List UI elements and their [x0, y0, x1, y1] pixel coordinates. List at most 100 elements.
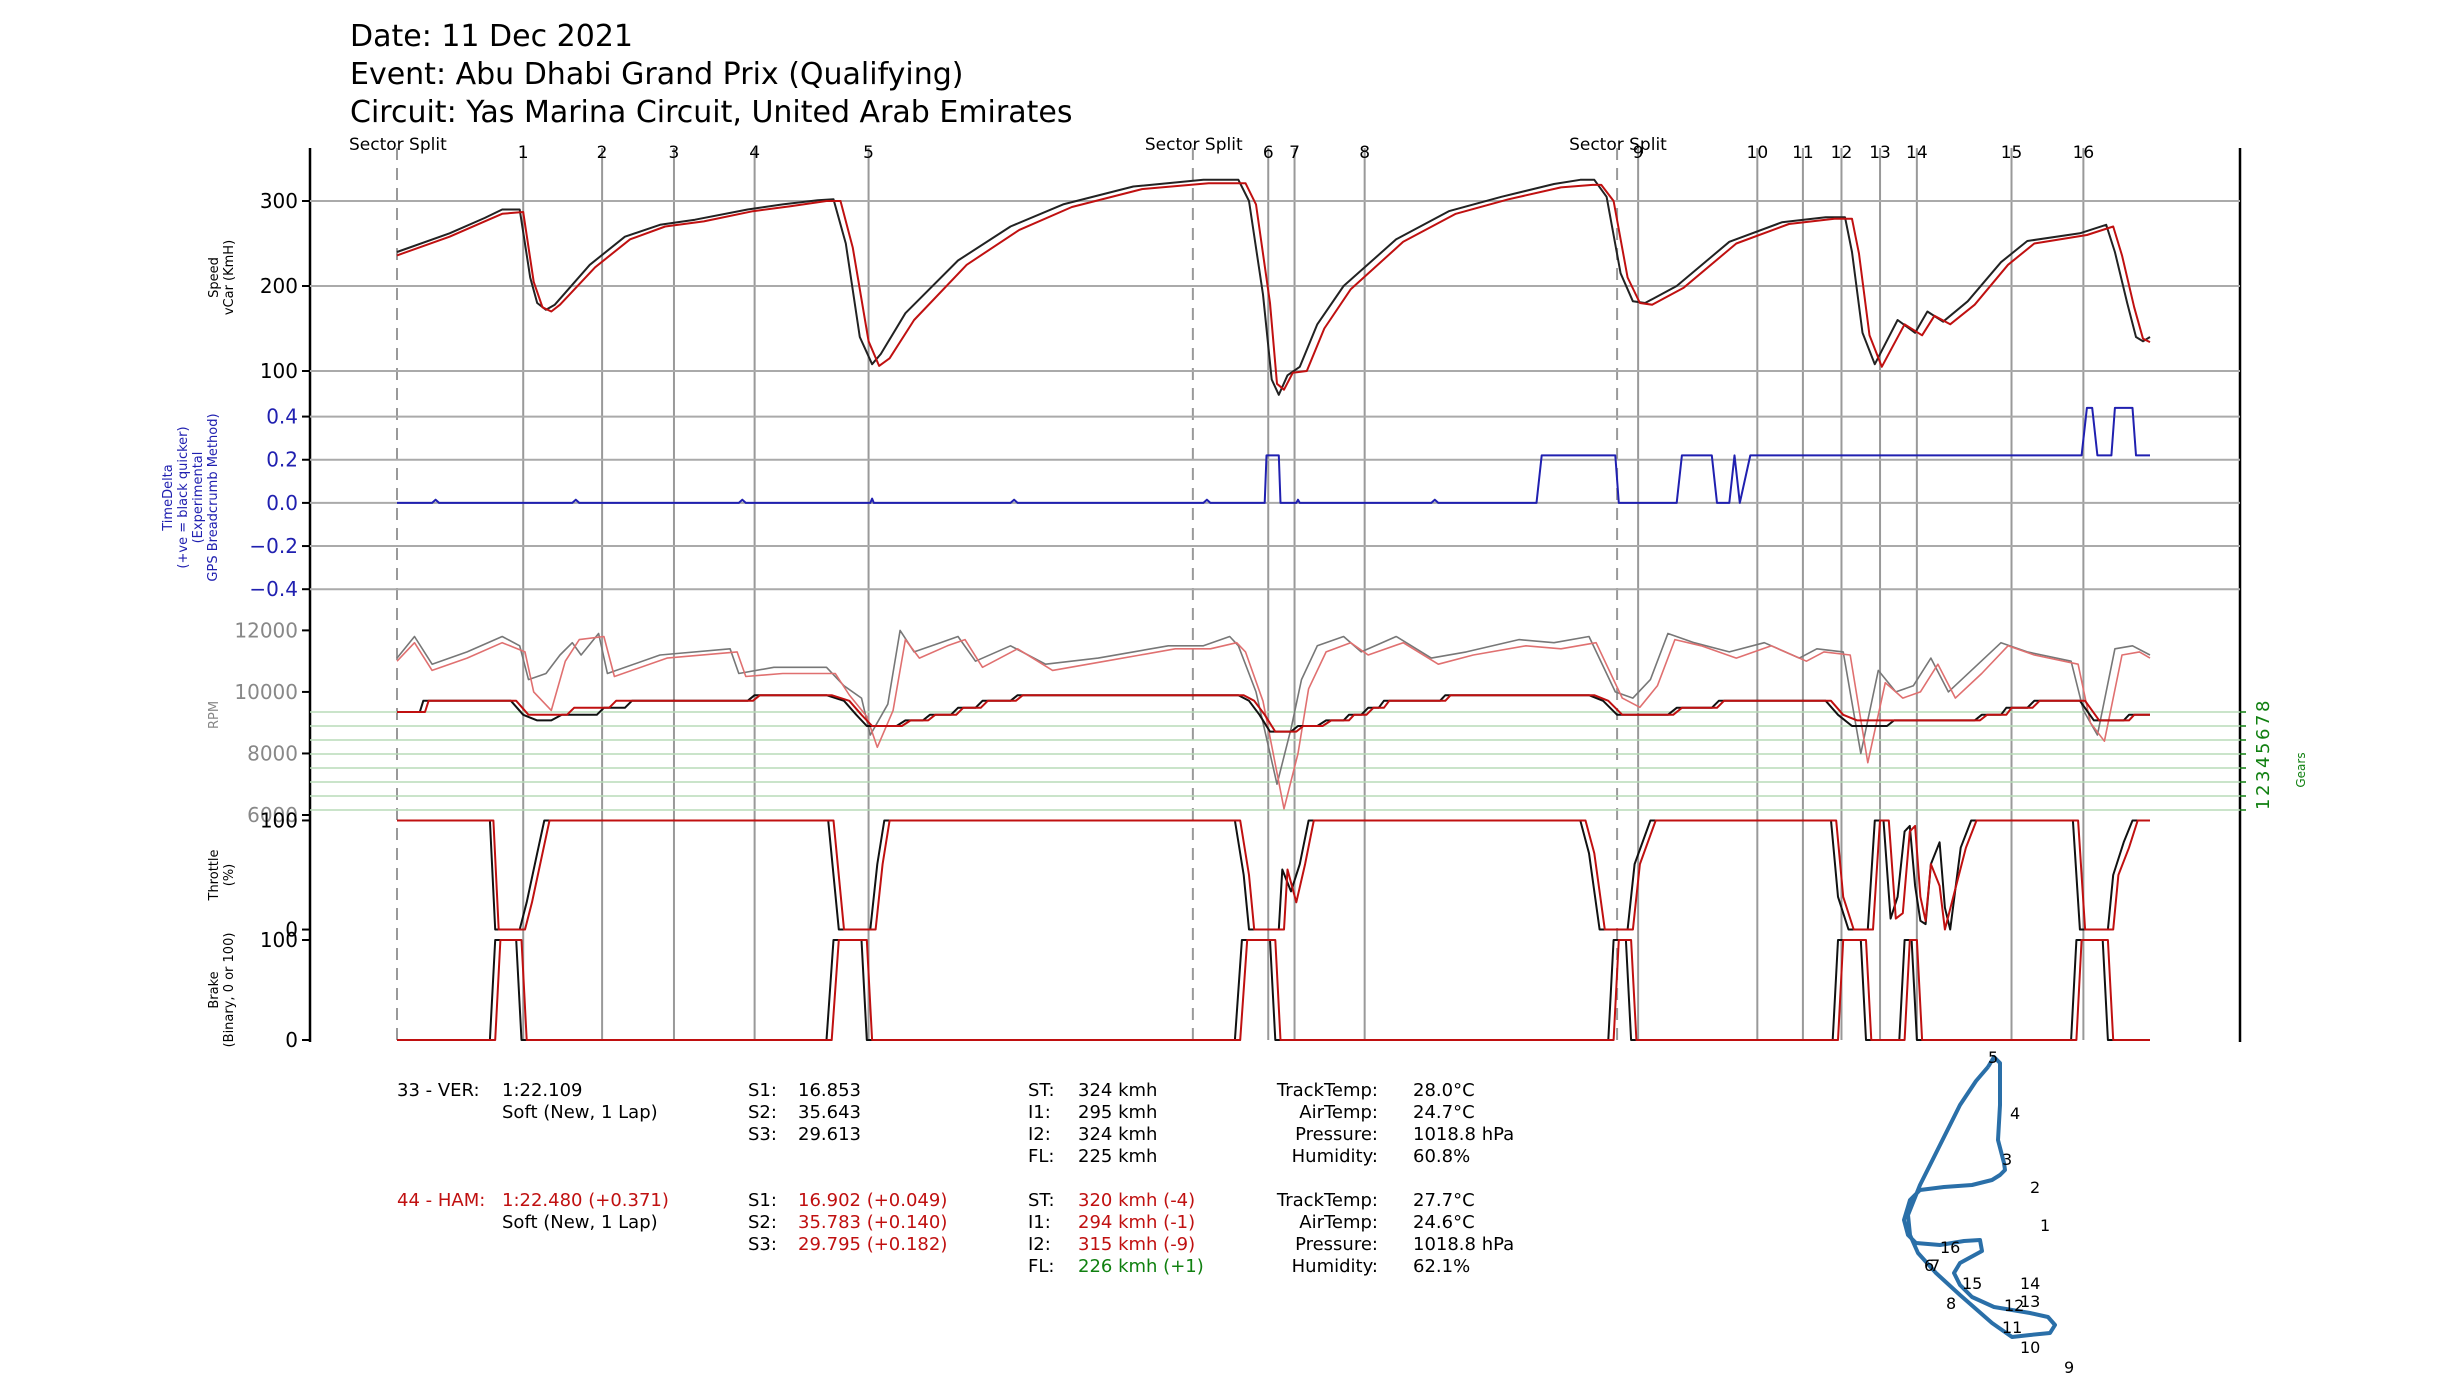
y-axis-label: (Binary, 0 or 100) — [222, 933, 237, 1048]
track-corner-label: 7 — [1930, 1256, 1940, 1275]
ver-s3-value: 29.613 — [798, 1124, 861, 1145]
ver-humidity-value: 60.8% — [1413, 1146, 1471, 1167]
y-axis-label: TimeDelta — [161, 464, 176, 532]
ham-humidity-value: 62.1% — [1413, 1256, 1471, 1277]
corner-label: 2 — [597, 143, 608, 163]
track-corner-label: 11 — [2002, 1318, 2022, 1337]
y-axis-label: vCar (KmH) — [222, 240, 237, 315]
ham-s2-label: S2: — [748, 1212, 777, 1233]
panel-speed: 100 200 300 Speed vCar (KmH) — [207, 178, 2240, 396]
corner-label: 8 — [1359, 143, 1370, 163]
track-corner-label: 3 — [2002, 1150, 2012, 1169]
series-line — [397, 939, 2150, 1041]
ham-i2-value: 315 kmh (-9) — [1078, 1234, 1196, 1255]
sector-split-label: Sector Split — [1145, 135, 1243, 155]
ham-name: 44 - HAM: — [397, 1190, 486, 1211]
ver-s2-value: 35.643 — [798, 1102, 861, 1123]
corner-label: 13 — [1869, 143, 1891, 163]
series-line — [396, 178, 2151, 396]
corner-label: 9 — [1633, 143, 1644, 163]
event-name: Event: Abu Dhabi Grand Prix (Qualifying) — [350, 57, 964, 92]
series-line — [397, 694, 2150, 733]
y-tick-label: 0 — [285, 1028, 298, 1052]
ver-s1-label: S1: — [748, 1080, 777, 1101]
y-tick-label: 0.0 — [266, 491, 298, 515]
ham-fl-value: 226 kmh (+1) — [1078, 1256, 1204, 1277]
track-corner-label: 10 — [2020, 1338, 2040, 1357]
ver-airtemp-label: AirTemp: — [1299, 1102, 1378, 1123]
ham-humidity-label: Humidity: — [1291, 1256, 1378, 1277]
y-axis-label: Throttle — [207, 850, 222, 902]
ham-s3-label: S3: — [748, 1234, 777, 1255]
corner-label: 14 — [1906, 143, 1928, 163]
series-line — [397, 819, 2150, 931]
gears-label: Gears — [2294, 752, 2308, 787]
track-corner-label: 9 — [2064, 1358, 2074, 1377]
ver-pressure-label: Pressure: — [1295, 1124, 1378, 1145]
ham-i1-value: 294 kmh (-1) — [1078, 1212, 1196, 1233]
ham-tracktemp-label: TrackTemp: — [1276, 1190, 1378, 1211]
corner-label: 5 — [863, 143, 874, 163]
ham-airtemp-value: 24.6°C — [1413, 1212, 1475, 1233]
ver-name: 33 - VER: — [397, 1080, 480, 1101]
ver-tracktemp-value: 28.0°C — [1413, 1080, 1475, 1101]
corner-label: 16 — [2073, 143, 2095, 163]
ham-fl-label: FL: — [1028, 1256, 1055, 1277]
ver-i2-value: 324 kmh — [1078, 1124, 1158, 1145]
ham-i2-label: I2: — [1028, 1234, 1051, 1255]
ham-i1-label: I1: — [1028, 1212, 1051, 1233]
y-tick-label: 300 — [260, 189, 298, 213]
track-corner-label: 6 — [1924, 1256, 1934, 1275]
ver-i2-label: I2: — [1028, 1124, 1051, 1145]
track-corner-label: 16 — [1940, 1238, 1960, 1257]
gear-tick-label: 4 — [2253, 757, 2274, 768]
y-axis-label: (Experimental — [191, 452, 206, 544]
corner-label: 6 — [1263, 143, 1274, 163]
chart-header: Date: 11 Dec 2021 Event: Abu Dhabi Grand… — [350, 18, 1072, 132]
y-axis-label: (+ve = black quicker) — [176, 426, 191, 568]
corner-label: 4 — [749, 143, 760, 163]
circuit-name: Circuit: Yas Marina Circuit, United Arab… — [350, 95, 1073, 130]
track-outline — [1902, 1055, 2057, 1339]
ham-st-label: ST: — [1028, 1190, 1055, 1211]
gear-tick-label: 2 — [2253, 785, 2274, 796]
ham-s1-label: S1: — [748, 1190, 777, 1211]
sector-split-label: Sector Split — [349, 135, 447, 155]
series-line — [397, 406, 2150, 504]
y-tick-label: 12000 — [234, 618, 298, 642]
ver-airtemp-value: 24.7°C — [1413, 1102, 1475, 1123]
ham-pressure-value: 1018.8 hPa — [1413, 1234, 1515, 1255]
gear-tick-label: 5 — [2253, 743, 2274, 754]
sector-split-label: Sector Split — [1569, 135, 1667, 155]
corner-label: 1 — [518, 143, 529, 163]
y-axis-label: Brake — [207, 971, 222, 1008]
ham-airtemp-label: AirTemp: — [1299, 1212, 1378, 1233]
y-tick-label: 0.4 — [266, 405, 298, 429]
y-axis-label: Speed — [207, 257, 222, 298]
y-tick-label: −0.2 — [249, 534, 298, 558]
track-corner-label: 15 — [1962, 1274, 1982, 1293]
corner-label: 10 — [1747, 143, 1769, 163]
gear-tick-label: 6 — [2253, 729, 2274, 740]
gear-tick-label: 8 — [2253, 701, 2274, 712]
track-corner-label: 8 — [1946, 1294, 1956, 1313]
y-tick-label: 8000 — [247, 741, 298, 765]
series-line — [396, 635, 2151, 810]
ver-i1-value: 295 kmh — [1078, 1102, 1158, 1123]
track-corner-label: 13 — [2020, 1292, 2040, 1311]
y-tick-label: 200 — [260, 274, 298, 298]
ham-s3-value: 29.795 (+0.182) — [798, 1234, 948, 1255]
corner-label: 7 — [1289, 143, 1300, 163]
ver-st-value: 324 kmh — [1078, 1080, 1158, 1101]
panel-rpm: 12000 10000 8000 6000 1 2 3 4 5 6 7 8 Gears RPM — [207, 618, 2308, 827]
ver-pressure-value: 1018.8 hPa — [1413, 1124, 1515, 1145]
y-tick-label: 100 — [260, 808, 298, 832]
y-tick-label: −0.4 — [249, 577, 298, 601]
track-corner-label: 2 — [2030, 1178, 2040, 1197]
ver-i1-label: I1: — [1028, 1102, 1051, 1123]
panel-brake: 100 0 Brake (Binary, 0 or 100) — [207, 928, 2150, 1052]
series-line — [397, 939, 2150, 1041]
corner-label: 11 — [1792, 143, 1814, 163]
ver-st-label: ST: — [1028, 1080, 1055, 1101]
